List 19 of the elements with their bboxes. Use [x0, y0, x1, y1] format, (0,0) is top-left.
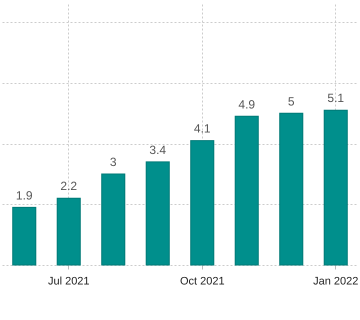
data-label: 3	[110, 154, 117, 169]
data-label: 1.9	[16, 188, 33, 202]
bar	[190, 140, 214, 266]
bar	[324, 110, 348, 266]
x-tick-label: Oct 2021	[180, 276, 225, 288]
x-tick-label: Jul 2021	[48, 276, 90, 288]
data-label: 5.1	[327, 91, 344, 106]
bar	[12, 206, 36, 266]
data-label: 4.9	[238, 97, 256, 112]
data-label: 3.4	[149, 142, 166, 157]
bar	[56, 198, 81, 266]
bar	[234, 116, 259, 266]
bar	[279, 112, 304, 266]
x-tick-label: Jan 2022	[313, 276, 358, 288]
bar	[146, 161, 170, 266]
data-label: 2.2	[60, 179, 78, 194]
data-label: 5	[288, 94, 295, 108]
bar	[101, 173, 126, 266]
data-label: 4.1	[194, 122, 211, 136]
